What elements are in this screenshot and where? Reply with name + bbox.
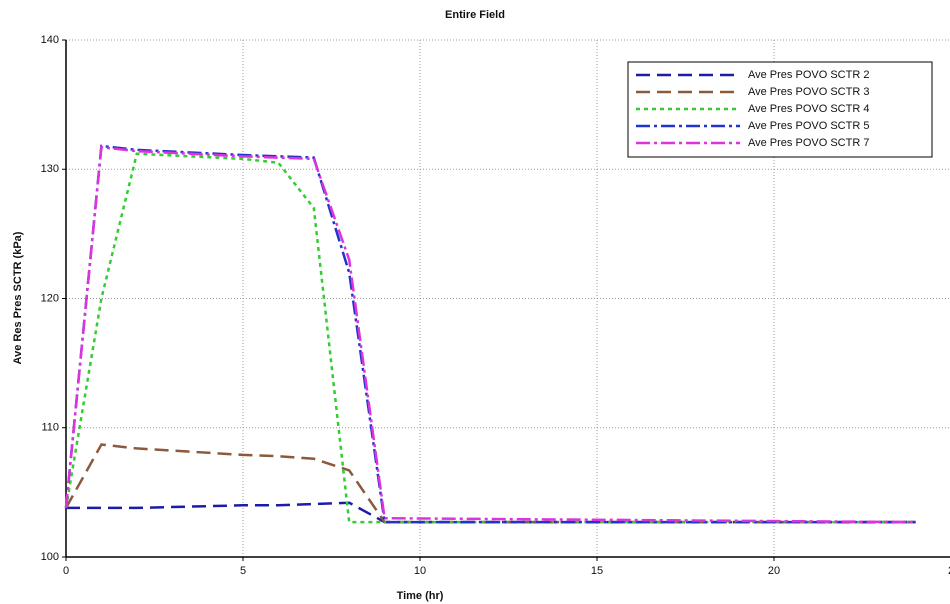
x-tick-label: 5: [240, 565, 246, 577]
x-tick-label: 20: [768, 565, 780, 577]
x-tick-label: 0: [63, 565, 69, 577]
legend-label: Ave Pres POVO SCTR 4: [748, 103, 869, 115]
x-tick-label: 10: [414, 565, 426, 577]
series-line: [64, 145, 916, 524]
y-tick-label: 140: [41, 34, 59, 46]
y-axis-label: Ave Res Pres SCTR (kPa): [12, 231, 24, 364]
y-tick-label: 120: [41, 292, 59, 304]
series-line: [64, 152, 916, 524]
chart-title: Entire Field: [445, 9, 505, 21]
series-line: [64, 144, 916, 524]
y-tick-label: 110: [41, 422, 59, 434]
series-line: [64, 443, 916, 524]
legend-label: Ave Pres POVO SCTR 3: [748, 86, 869, 98]
y-tick-label: 100: [41, 551, 59, 563]
legend-label: Ave Pres POVO SCTR 5: [748, 120, 869, 132]
x-tick-label: 2: [948, 565, 950, 577]
x-axis-label: Time (hr): [397, 590, 444, 602]
x-tick-label: 15: [591, 565, 603, 577]
legend-label: Ave Pres POVO SCTR 7: [748, 137, 869, 149]
y-tick-label: 130: [41, 163, 59, 175]
legend-label: Ave Pres POVO SCTR 2: [748, 69, 869, 81]
series-line: [66, 501, 916, 524]
